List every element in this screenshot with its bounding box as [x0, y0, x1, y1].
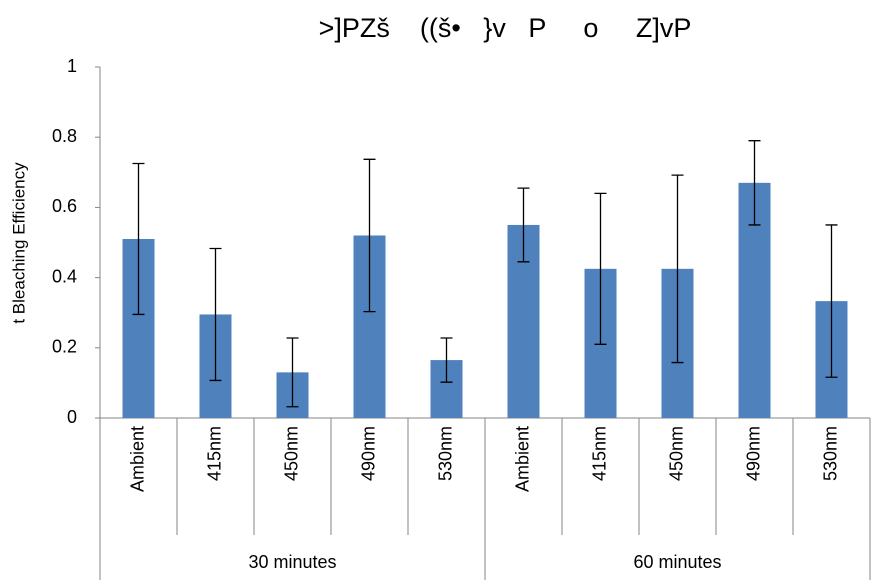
error-bar — [825, 224, 838, 378]
x-tick-label: 490nm — [743, 426, 763, 481]
x-tick-label: 450nm — [666, 426, 686, 481]
error-bar — [132, 162, 145, 316]
y-tick-label: 1 — [67, 56, 77, 76]
error-bar — [209, 247, 222, 382]
error-bar — [363, 158, 376, 313]
y-tick-label: 0.4 — [52, 266, 77, 286]
error-bar — [594, 192, 607, 345]
y-tick-label: 0 — [67, 407, 77, 427]
error-bar — [671, 174, 684, 364]
chart-title: >]PZš ((š• }v P o Z]vP — [319, 13, 692, 43]
error-bar — [748, 140, 761, 226]
x-tick-label: 450nm — [281, 426, 301, 481]
x-tick-label: Ambient — [127, 426, 147, 492]
x-tick-label: 530nm — [820, 426, 840, 481]
x-tick-label: 415nm — [589, 426, 609, 481]
x-tick-label: 530nm — [435, 426, 455, 481]
x-tick-label: 490nm — [358, 426, 378, 481]
y-tick-label: 0.8 — [52, 126, 77, 146]
error-bar — [440, 337, 453, 383]
y-tick-label: 0.2 — [52, 337, 77, 357]
y-axis-label: t Bleaching Efficiency — [9, 162, 28, 324]
error-bar — [517, 187, 530, 263]
error-bar — [286, 337, 299, 408]
x-tick-label: Ambient — [512, 426, 532, 492]
x-tick-label: 415nm — [204, 426, 224, 481]
y-tick-label: 0.6 — [52, 196, 77, 216]
group-label: 30 minutes — [248, 552, 336, 572]
group-label: 60 minutes — [633, 552, 721, 572]
